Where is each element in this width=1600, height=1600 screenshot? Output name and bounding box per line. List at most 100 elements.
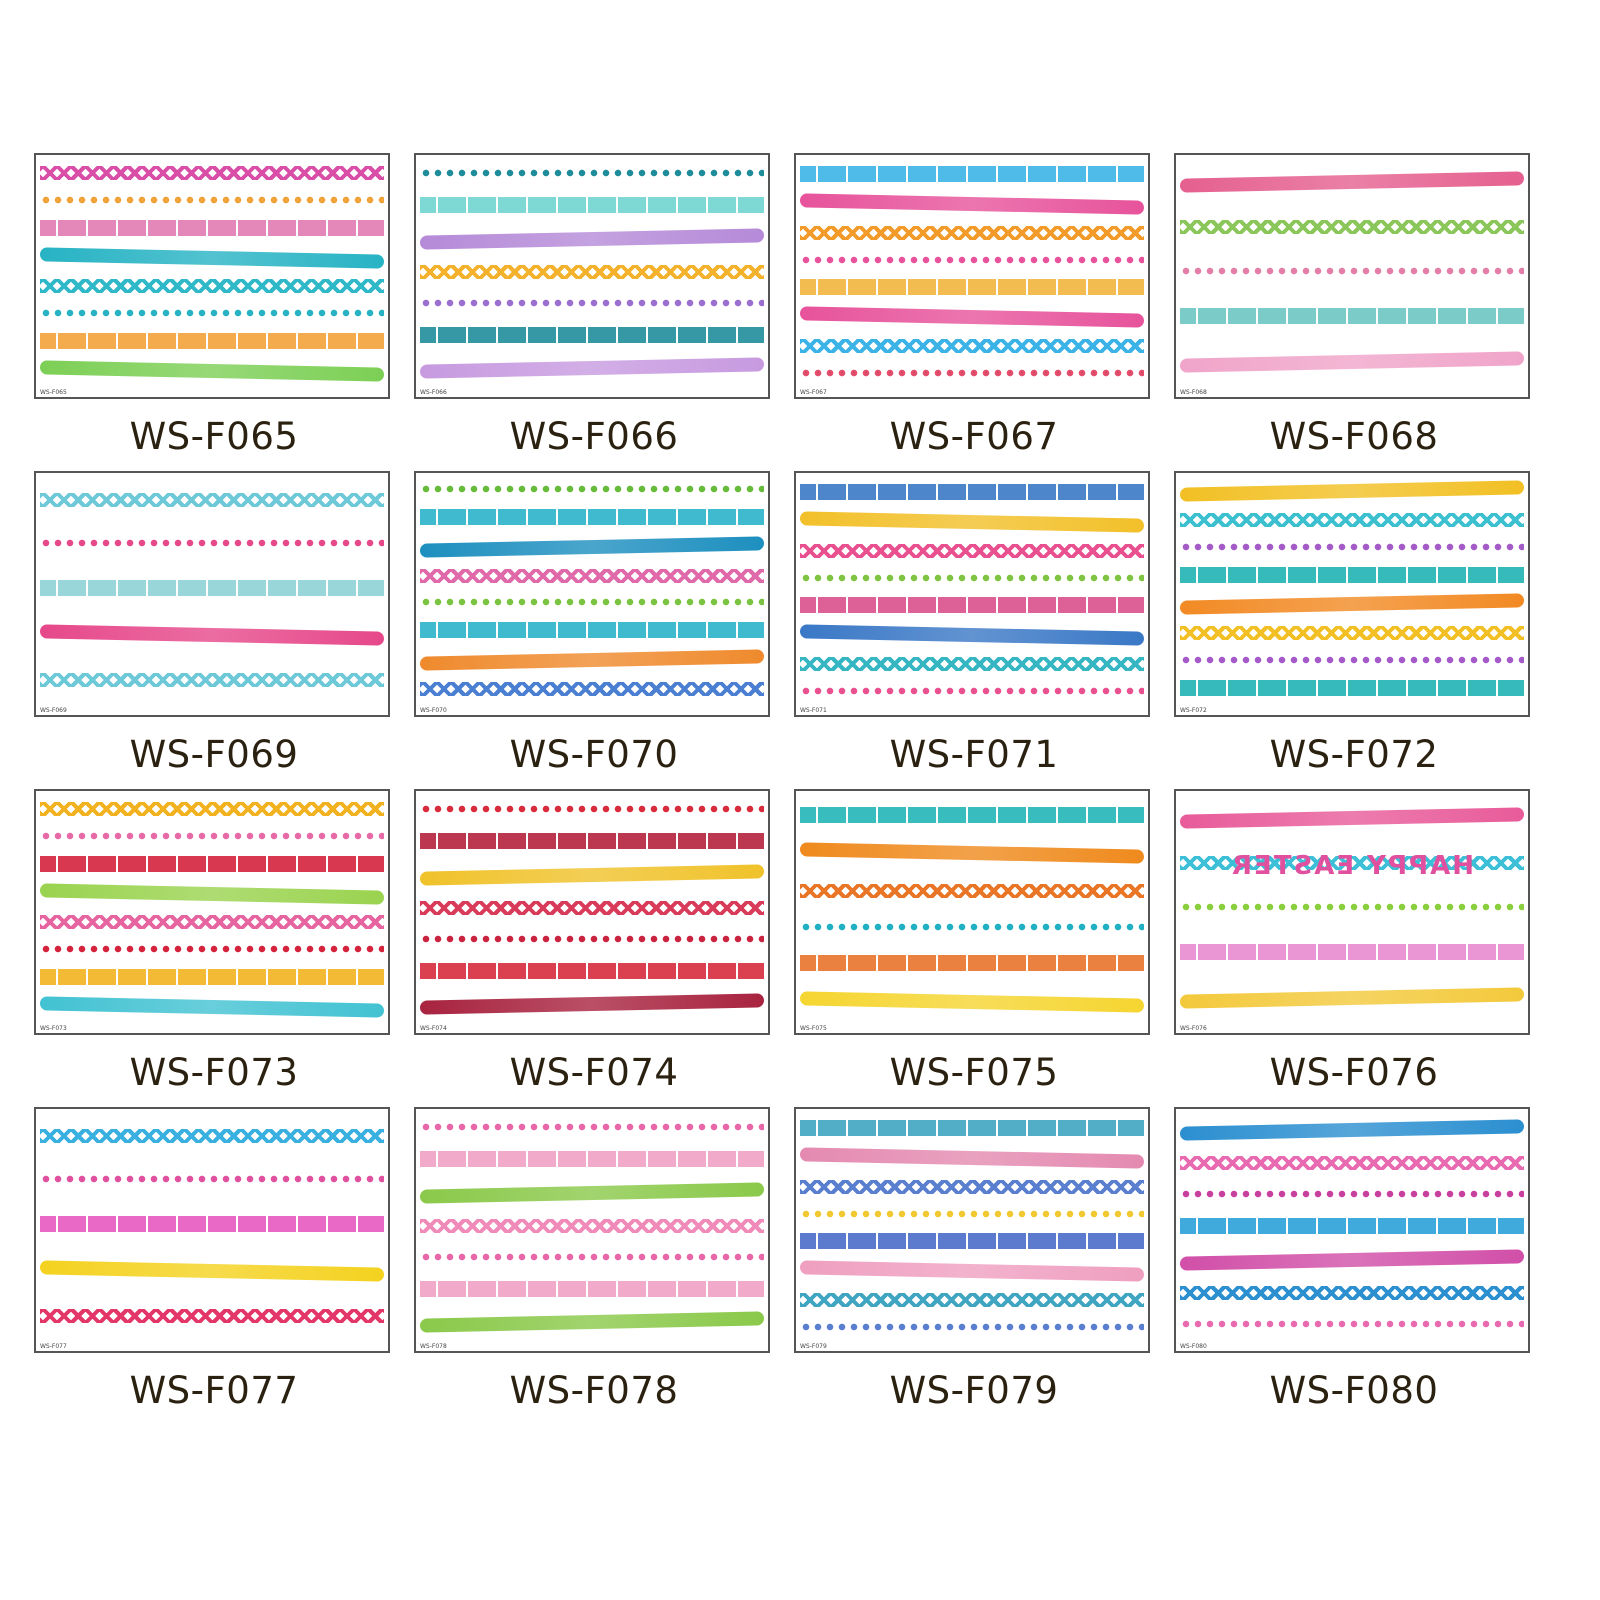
sticker-sheet-image: WS-F069 — [34, 471, 390, 717]
sheet-code-label: WS-F074 — [509, 1051, 679, 1094]
sticker-stripe — [1180, 1155, 1524, 1170]
sticker-sheet-image: WS-F075 — [794, 789, 1150, 1035]
sheet-small-code: WS-F068 — [1180, 389, 1207, 396]
sticker-stripe — [420, 597, 764, 608]
sticker-sheet-item: WS-F071 WS-F071 — [794, 471, 1154, 789]
sheet-small-code: WS-F079 — [800, 1343, 827, 1350]
sticker-stripe — [1180, 541, 1524, 552]
sheet-code-label: WS-F077 — [129, 1369, 299, 1412]
sticker-sheet-item: WS-F070 WS-F070 — [414, 471, 774, 789]
sticker-stripe — [800, 225, 1144, 240]
sticker-stripe — [40, 996, 384, 1018]
sticker-stripe — [800, 1179, 1144, 1194]
sticker-sheet-item: WS-F065 WS-F065 — [34, 153, 394, 471]
sheet-small-code: WS-F080 — [1180, 1343, 1207, 1350]
sticker-stripe — [420, 1218, 764, 1233]
sticker-stripe — [800, 1292, 1144, 1307]
sticker-stripe — [1180, 513, 1524, 528]
sticker-sheet-image: WS-F079 — [794, 1107, 1150, 1353]
sticker-stripe — [420, 297, 764, 308]
sticker-stripe — [420, 326, 764, 343]
sticker-stripe — [420, 1151, 764, 1168]
sticker-stripe — [800, 1208, 1144, 1219]
sticker-stripe — [1180, 1188, 1524, 1199]
sticker-sheet-image: WS-F074 — [414, 789, 770, 1035]
sticker-stripe — [1180, 1286, 1524, 1301]
sticker-stripe — [800, 1260, 1144, 1282]
sticker-stripe — [800, 543, 1144, 558]
sticker-sheet-item: WS-F079 WS-F079 — [794, 1107, 1154, 1425]
sticker-stripe — [1180, 1217, 1524, 1234]
sticker-stripe — [420, 1311, 764, 1334]
sheet-small-code: WS-F069 — [40, 707, 67, 714]
sticker-stripe — [420, 649, 764, 671]
sticker-stripe — [420, 357, 764, 380]
sticker-stripe — [800, 572, 1144, 583]
sticker-stripe — [420, 622, 764, 639]
sticker-stripe — [800, 842, 1144, 865]
sticker-sheet-item: WS-F077 WS-F077 — [34, 1107, 394, 1425]
sticker-sheet-item: WS-F069 WS-F069 — [34, 471, 394, 789]
sticker-stripe — [1180, 307, 1524, 324]
sheet-code-label: WS-F065 — [129, 415, 299, 458]
sticker-stripe — [40, 968, 384, 985]
sticker-stripe — [420, 900, 764, 915]
sticker-stripe — [420, 681, 764, 696]
sticker-stripe — [420, 509, 764, 526]
sticker-sheet-image: WS-F067 — [794, 153, 1150, 399]
sticker-stripe — [40, 538, 384, 549]
sheet-code-label: WS-F071 — [889, 733, 1059, 776]
sticker-stripe — [420, 1122, 764, 1133]
sticker-stripe — [40, 492, 384, 507]
sticker-stripe — [1180, 679, 1524, 696]
sticker-stripe — [40, 1174, 384, 1185]
sticker-sheet-image: WS-F070 — [414, 471, 770, 717]
sticker-stripe — [420, 484, 764, 495]
sticker-sheet-item: HAPPY EASTER WS-F076 WS-F076 — [1174, 789, 1534, 1107]
sheet-small-code: WS-F070 — [420, 707, 447, 714]
sticker-stripe — [1180, 1118, 1524, 1141]
sticker-stripe — [420, 197, 764, 214]
sticker-stripe — [40, 1309, 384, 1324]
sticker-stripe — [800, 367, 1144, 378]
sheet-small-code: WS-F065 — [40, 389, 67, 396]
sheet-code-label: WS-F075 — [889, 1051, 1059, 1094]
sticker-stripe — [420, 833, 764, 850]
sticker-sheet-item: WS-F066 WS-F066 — [414, 153, 774, 471]
sticker-stripe — [40, 195, 384, 206]
sticker-stripe — [800, 484, 1144, 501]
sticker-stripe — [800, 193, 1144, 215]
sheet-small-code: WS-F077 — [40, 1343, 67, 1350]
sticker-stripe — [40, 308, 384, 319]
sticker-stripe — [1180, 265, 1524, 276]
sticker-sheet-image: WS-F073 — [34, 789, 390, 1035]
sticker-stripe — [1180, 351, 1524, 373]
sticker-sheet-item: WS-F068 WS-F068 — [1174, 153, 1534, 471]
easter-text-art: HAPPY EASTER — [1230, 851, 1474, 881]
sticker-stripe — [1180, 807, 1524, 829]
sticker-stripe — [800, 806, 1144, 823]
sticker-stripe — [800, 306, 1144, 328]
sticker-stripe — [420, 1280, 764, 1297]
sticker-sheet-image: HAPPY EASTER WS-F076 — [1174, 789, 1530, 1035]
sticker-stripe — [40, 944, 384, 955]
sheet-code-label: WS-F078 — [509, 1369, 679, 1412]
sticker-stripe — [40, 166, 384, 181]
sticker-sheet-image: WS-F072 — [1174, 471, 1530, 717]
sheet-code-label: WS-F073 — [129, 1051, 299, 1094]
sticker-stripe — [420, 536, 764, 558]
sticker-stripe — [1180, 593, 1524, 615]
sticker-stripe — [420, 962, 764, 979]
sticker-stripe — [1180, 856, 1524, 871]
sticker-stripe — [1180, 566, 1524, 583]
sticker-stripe — [40, 673, 384, 688]
sticker-stripe — [40, 279, 384, 294]
sheet-small-code: WS-F076 — [1180, 1025, 1207, 1032]
sticker-sheet-item: WS-F072 WS-F072 — [1174, 471, 1534, 789]
sticker-stripe — [800, 1120, 1144, 1137]
sticker-stripe — [40, 360, 384, 382]
sticker-stripe — [800, 597, 1144, 614]
sticker-stripe — [1180, 654, 1524, 665]
sticker-stripe — [800, 955, 1144, 972]
sticker-stripe — [800, 1233, 1144, 1250]
